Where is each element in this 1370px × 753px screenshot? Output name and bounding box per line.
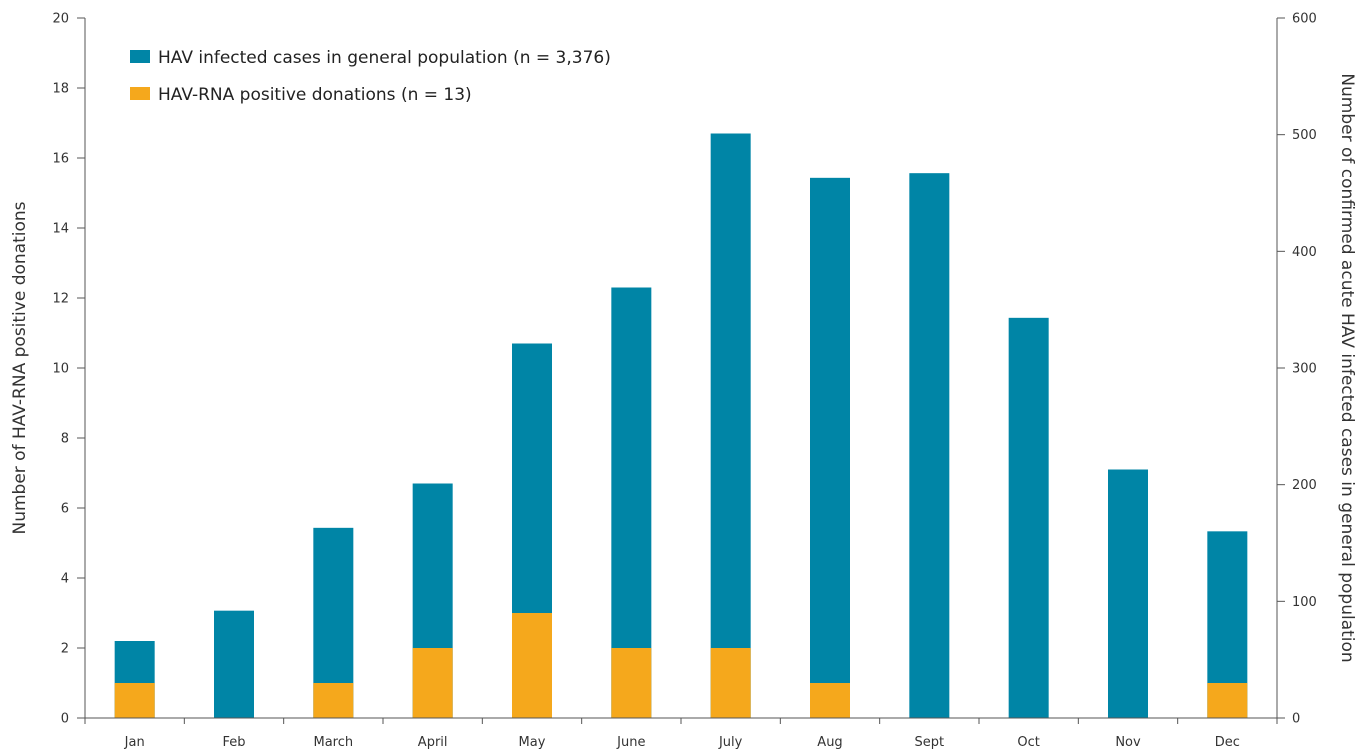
left-y-tick-label: 0 bbox=[61, 712, 69, 727]
bar-donations-july bbox=[710, 648, 751, 718]
x-tick-label: Aug bbox=[817, 735, 842, 750]
left-y-tick-label: 14 bbox=[52, 222, 69, 237]
x-tick-label: Feb bbox=[222, 735, 245, 750]
legend-label-donations: HAV-RNA positive donations (n = 13) bbox=[158, 85, 472, 105]
bar-cases-feb bbox=[214, 610, 254, 718]
left-y-tick-label: 10 bbox=[52, 362, 69, 377]
x-tick-label: July bbox=[718, 735, 743, 750]
x-tick-label: April bbox=[418, 735, 448, 750]
bar-cases-aug bbox=[810, 177, 850, 718]
axes-layer bbox=[84, 18, 1278, 719]
left-y-tick-label: 4 bbox=[61, 572, 69, 587]
bar-donations-march bbox=[313, 683, 354, 718]
left-y-tick-label: 6 bbox=[61, 502, 69, 517]
left-y-tick-label: 20 bbox=[52, 12, 69, 27]
left-y-tick-label: 16 bbox=[52, 152, 69, 167]
bar-donations-may bbox=[512, 613, 552, 718]
left-y-tick-label: 18 bbox=[52, 82, 69, 97]
right-y-tick-label: 300 bbox=[1292, 362, 1317, 377]
left-y-tick-label: 8 bbox=[61, 432, 69, 447]
x-tick-label: May bbox=[519, 735, 546, 750]
bar-donations-jan bbox=[114, 683, 155, 718]
legend-swatch-donations bbox=[130, 87, 150, 100]
bar-donations-june bbox=[611, 648, 652, 718]
left-y-tick-label: 12 bbox=[52, 292, 69, 307]
legend-label-cases: HAV infected cases in general population… bbox=[158, 48, 611, 68]
right-y-tick-label: 400 bbox=[1292, 245, 1317, 260]
x-tick-label: June bbox=[616, 735, 645, 750]
right-y-axis-title: Number of confirmed acute HAV infected c… bbox=[1337, 73, 1357, 662]
bar-cases-nov bbox=[1108, 469, 1148, 718]
bar-cases-july bbox=[710, 133, 751, 718]
x-tick-label: Jan bbox=[124, 735, 145, 750]
x-tick-label: Oct bbox=[1017, 735, 1039, 750]
bar-cases-sept bbox=[909, 173, 950, 719]
bar-cases-june bbox=[611, 287, 652, 718]
right-y-tick-label: 0 bbox=[1292, 712, 1300, 727]
bar-donations-dec bbox=[1207, 683, 1248, 718]
x-tick-label: Sept bbox=[915, 735, 945, 750]
bar-donations-aug bbox=[810, 683, 850, 718]
left-y-tick-label: 2 bbox=[61, 642, 69, 657]
x-tick-label: March bbox=[314, 735, 354, 750]
legend: HAV infected cases in general population… bbox=[130, 48, 611, 105]
bar-cases-oct bbox=[1008, 317, 1049, 718]
right-y-tick-label: 200 bbox=[1292, 478, 1317, 493]
right-y-tick-label: 600 bbox=[1292, 12, 1317, 27]
bars-layer bbox=[114, 133, 1248, 719]
x-tick-label: Nov bbox=[1115, 735, 1141, 750]
bar-donations-april bbox=[412, 648, 453, 718]
ticks-layer: Jan Feb March April May June July Aug Sept Oct Nov… bbox=[52, 12, 1316, 751]
x-tick-label: Dec bbox=[1215, 735, 1240, 750]
right-y-tick-label: 100 bbox=[1292, 595, 1317, 610]
legend-swatch-cases bbox=[130, 50, 150, 63]
right-y-tick-label: 500 bbox=[1292, 128, 1317, 143]
left-y-axis-title: Number of HAV-RNA positive donations bbox=[10, 201, 30, 534]
